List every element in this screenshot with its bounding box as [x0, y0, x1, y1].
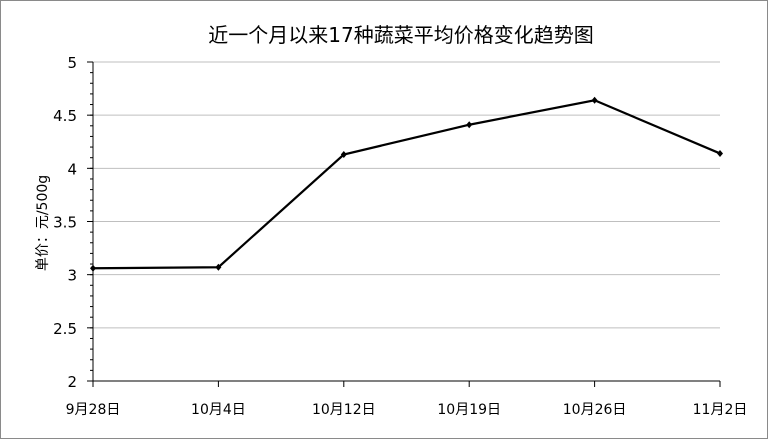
y-tick-label: 3.5 [53, 214, 77, 232]
y-tick-label: 3 [67, 267, 77, 285]
x-tick-label: 10月19日 [437, 402, 501, 418]
y-tick-label: 4 [67, 160, 77, 178]
y-tick-label: 5 [67, 54, 77, 72]
data-point [90, 264, 96, 272]
y-tick-label: 2 [67, 373, 77, 391]
data-point [717, 149, 723, 157]
y-tick-label: 4.5 [53, 107, 77, 125]
chart-title: 近一个月以来17种蔬菜平均价格变化趋势图 [208, 23, 593, 47]
data-point [340, 151, 347, 159]
data-point [591, 96, 598, 104]
y-tick-label: 2.5 [53, 320, 77, 338]
x-tick-label: 9月28日 [66, 402, 121, 418]
data-point [466, 121, 473, 129]
x-tick-label: 10月4日 [191, 402, 246, 418]
data-point [215, 263, 222, 271]
y-axis-label: 单价：元/500g [35, 175, 51, 271]
x-tick-label: 10月26日 [563, 402, 627, 418]
x-tick-label: 10月12日 [312, 402, 376, 418]
x-tick-label: 11月2日 [693, 402, 748, 418]
series-line [92, 99, 721, 270]
